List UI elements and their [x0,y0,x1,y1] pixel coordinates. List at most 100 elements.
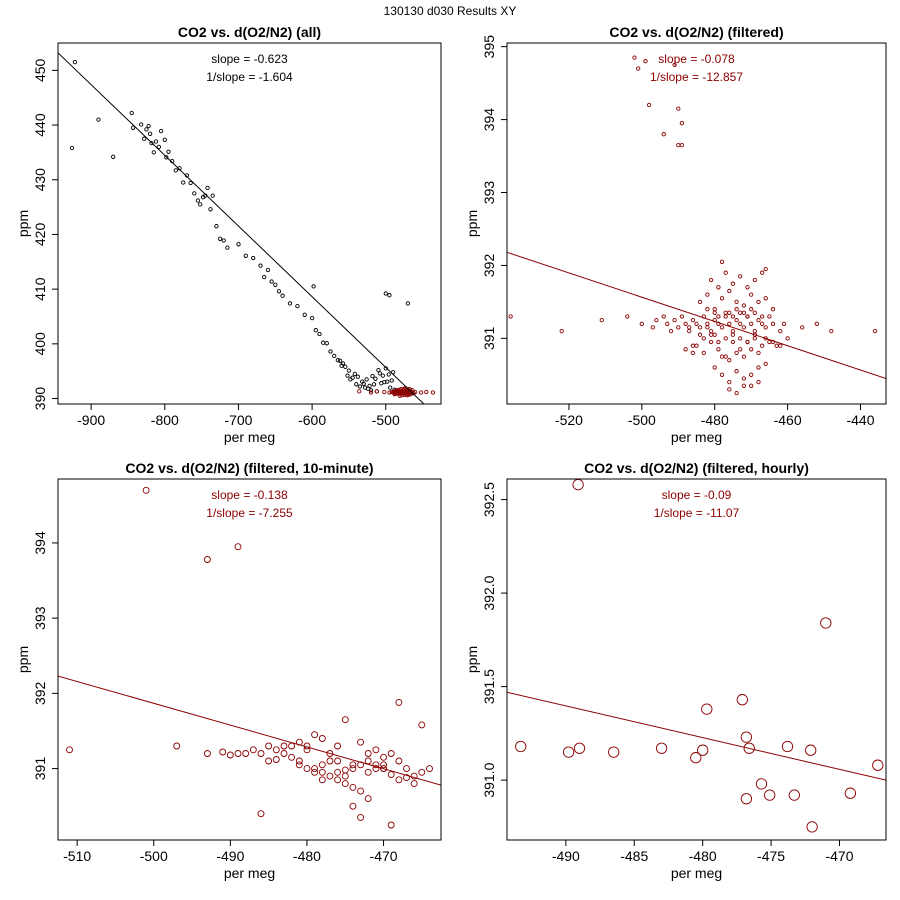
data-point-filtered [763,325,768,330]
data-point-10-minute [349,802,357,810]
data-point-filtered [738,310,743,315]
data-point-all [287,301,293,306]
data-point-filtered [559,328,564,334]
data-point-10-minute [326,750,334,757]
data-point-all [149,140,154,146]
data-point-filtered [650,325,655,330]
y-tick-label: 395 [481,35,497,59]
data-point-filtered [756,365,761,370]
data-point-all [386,372,391,377]
x-tick-label: -490 [552,848,580,864]
data-point-all [153,139,159,144]
data-point-filtered [770,339,776,345]
plot-area [507,55,886,396]
data-point-filtered [661,132,666,137]
data-point-filtered [730,332,736,337]
data-point-all [361,381,366,386]
data-point-all [388,385,393,390]
data-point-filtered [741,310,747,315]
data-point-filtered [738,336,743,341]
data-point-hourly [515,740,527,753]
data-point-all [72,59,78,65]
data-point-all [164,155,169,160]
data-point-all [337,358,343,363]
data-point-filtered [727,288,732,294]
slope-annotation: 1/slope = -7.255 [206,506,293,520]
data-point-10-minute [387,750,395,757]
data-point-filtered [745,314,750,319]
data-point-10-minute [418,768,426,776]
x-tick-label: -485 [620,848,648,864]
y-tick-label: 390 [32,387,48,411]
data-point-filtered [712,310,717,315]
data-point-10-minute [341,772,349,780]
data-point-all [217,236,223,241]
y-tick-label: 391 [32,757,48,781]
data-point-10-minute [318,768,326,776]
data-point-10-minute [203,750,211,757]
data-point-filtered [741,376,747,381]
data-point-filtered [752,336,757,341]
data-point-10-minute [265,757,273,765]
data-point-all [221,238,226,243]
data-point-10-minute [357,813,365,821]
data-point-filtered [665,321,670,326]
x-axis-title: per meg [671,429,722,445]
x-tick-label: -520 [555,412,583,428]
data-point-10-minute [234,543,242,551]
data-point-all [144,127,149,132]
data-point-filtered [734,350,739,356]
data-point-filtered [690,343,696,348]
data-point-filtered [393,388,399,394]
data-point-all [156,144,162,150]
data-point-filtered [785,336,790,341]
x-tick-label: -500 [372,412,400,428]
data-point-all [373,376,378,381]
data-point-filtered [730,281,736,286]
data-point-hourly [805,744,817,756]
data-point-10-minute [341,716,349,724]
data-point-filtered [723,336,728,341]
data-point-all [340,361,346,366]
y-tick-label: 450 [32,58,48,82]
data-point-all [208,207,213,212]
data-point-hourly [690,752,702,764]
data-point-10-minute [357,738,365,746]
data-point-10-minute [173,742,181,750]
data-point-all [389,378,394,383]
y-axis-title: ppm [15,646,31,673]
data-point-filtered [752,310,757,315]
y-tick-label: 391.0 [481,762,497,797]
x-tick-label: -460 [774,412,802,428]
data-point-filtered [708,339,714,345]
data-point-hourly [655,742,668,754]
data-point-filtered [727,387,732,392]
data-point-filtered [708,332,714,337]
data-point-filtered [730,339,736,345]
data-point-filtered [752,328,757,334]
y-tick-label: 394 [481,108,497,132]
data-point-filtered [800,325,805,330]
data-point-10-minute [265,742,273,750]
data-point-10-minute [349,765,357,773]
data-point-all [236,242,241,247]
data-point-filtered [752,277,757,283]
data-point-10-minute [226,751,234,759]
data-point-filtered [676,106,681,111]
data-point-filtered [741,325,747,330]
data-point-filtered [408,392,413,397]
data-point-hourly [701,703,713,715]
data-point-10-minute [403,774,410,782]
data-point-10-minute [295,761,303,769]
data-point-10-minute [311,731,319,739]
y-tick-label: 430 [32,168,48,192]
data-point-10-minute [334,776,342,784]
data-point-filtered [767,339,772,345]
data-point-all [130,125,136,130]
data-point-filtered [734,307,739,312]
x-tick-label: -480 [689,848,717,864]
slope-annotation: slope = -0.078 [658,52,735,66]
y-tick-label: 440 [32,113,48,137]
data-point-all [295,303,300,309]
data-point-filtered [392,392,397,397]
